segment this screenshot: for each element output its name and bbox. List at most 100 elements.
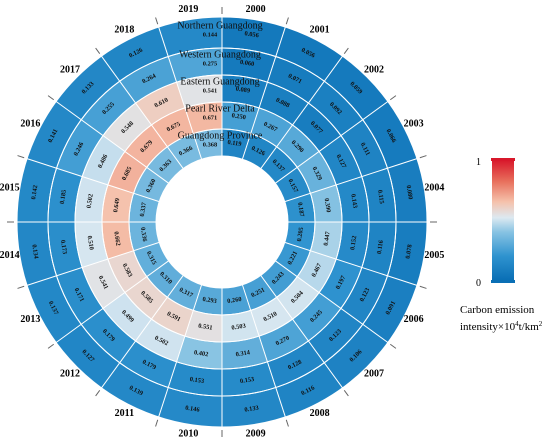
heatmap-cell [146, 260, 184, 298]
heatmap-cell [103, 103, 152, 152]
heatmap-cell [151, 297, 194, 337]
ring-name-label: Northern Guangdong [177, 21, 262, 32]
year-label: 2016 [20, 119, 40, 130]
cell-value-label: 0.250 [231, 112, 246, 121]
cell-value-label: 0.205 [296, 227, 305, 242]
heatmap-cell [129, 193, 160, 222]
heatmap-cell [75, 176, 108, 222]
year-tick [155, 419, 159, 427]
ring-name-label: Pearl River Delta [185, 104, 255, 115]
year-label: 2005 [424, 250, 444, 261]
heatmap-cell [324, 56, 388, 120]
heatmap-cell [124, 124, 168, 168]
cell-value-label: 0.447 [323, 230, 332, 246]
cell-value-label: 0.142 [30, 185, 39, 200]
year-tick [419, 285, 427, 289]
cell-value-label: 0.314 [235, 349, 251, 358]
heatmap-cell [284, 222, 315, 251]
year-tick [389, 95, 397, 101]
cell-value-label: 0.152 [349, 235, 358, 250]
heatmap-cell [222, 17, 286, 57]
cell-value-label: 0.056 [244, 30, 260, 39]
heatmap-cell [292, 292, 341, 341]
heatmap-cell [17, 158, 57, 222]
heatmap-cell [362, 275, 417, 343]
segment-divider [158, 284, 203, 418]
year-label: 2001 [310, 25, 330, 36]
year-tick [343, 47, 349, 55]
cell-value-label: 0.510 [86, 235, 95, 250]
year-label: 2006 [404, 314, 424, 325]
heatmap-cell [276, 124, 320, 168]
year-labels: 2000 2001 2002 2003 2004 2005 2006 2007 2008 2009… [0, 4, 444, 440]
legend-max-marker [491, 158, 515, 161]
heatmap-cell [167, 133, 202, 169]
heatmap-cell [340, 267, 388, 325]
cell-value-label: 0.173 [59, 239, 68, 254]
heatmap-cell [48, 222, 83, 276]
cell-value-label: 0.503 [231, 323, 246, 332]
heatmap-cell [119, 56, 177, 104]
heatmap-cell [297, 151, 337, 194]
heatmap-cell [222, 48, 276, 83]
heatmap-cell [81, 308, 136, 363]
heatmap-cell [310, 184, 342, 222]
cell-value-label: 0.671 [203, 115, 217, 122]
year-tick [285, 419, 289, 427]
legend-colorbar [492, 160, 514, 280]
heatmap-cell [107, 250, 147, 293]
heatmap-cell [222, 102, 260, 134]
cell-value-label: 0.336 [139, 227, 148, 243]
year-label: 2019 [178, 4, 198, 15]
heatmap-cell [275, 167, 311, 202]
heatmap-cell [184, 102, 222, 134]
heatmap-cell [146, 146, 184, 184]
heatmap-cell [222, 284, 251, 315]
heatmap-cell [81, 81, 136, 136]
cell-value-label: 0.078 [405, 244, 414, 259]
heatmap-cell [308, 308, 363, 363]
heatmap-cell [129, 222, 160, 251]
heatmap-cell [361, 222, 396, 276]
cell-value-label: 0.260 [227, 296, 242, 305]
year-label: 2015 [0, 183, 20, 194]
heatmap-cell [387, 222, 427, 286]
year-tick [95, 389, 101, 397]
year-label: 2004 [424, 183, 444, 194]
heatmap-cell [101, 362, 169, 417]
heatmap-cell [193, 129, 222, 160]
heatmap-cell [133, 167, 169, 202]
heatmap-cell [82, 135, 125, 185]
legend-max-label: 1 [476, 157, 481, 168]
heatmap-cell [319, 259, 362, 309]
heatmap-cell [56, 324, 120, 388]
year-tick [17, 285, 25, 289]
ring-border [101, 101, 343, 343]
segment-divider [101, 275, 184, 389]
year-label: 2013 [20, 314, 40, 325]
year-label: 2000 [246, 4, 266, 15]
cell-value-label: 0.115 [376, 189, 385, 204]
segment-divider [260, 55, 343, 169]
segment-divider [284, 241, 418, 286]
heatmap-cell [362, 101, 417, 169]
heatmap-cell [135, 82, 185, 125]
heatmap-cell [167, 275, 202, 311]
cell-value-label: 0.502 [86, 193, 95, 208]
heatmap-cell [48, 168, 83, 222]
cell-value-label: 0.089 [235, 86, 250, 95]
chart-cells [17, 17, 427, 427]
cell-value-label: 0.185 [59, 189, 68, 204]
legend-min-label: 0 [476, 278, 481, 289]
legend-title-line1: Carbon emission [460, 304, 535, 316]
heatmap-cell [275, 362, 343, 417]
segment-divider [284, 158, 418, 203]
heatmap-cell [124, 276, 168, 320]
cell-value-label: 0.080 [405, 185, 414, 200]
heatmap-cell [275, 27, 343, 82]
segment-divider [26, 158, 160, 203]
cell-value-label: 0.134 [30, 244, 39, 260]
segment-divider [275, 260, 389, 343]
segment-divider [55, 260, 169, 343]
cell-value-label: 0.153 [189, 376, 204, 385]
